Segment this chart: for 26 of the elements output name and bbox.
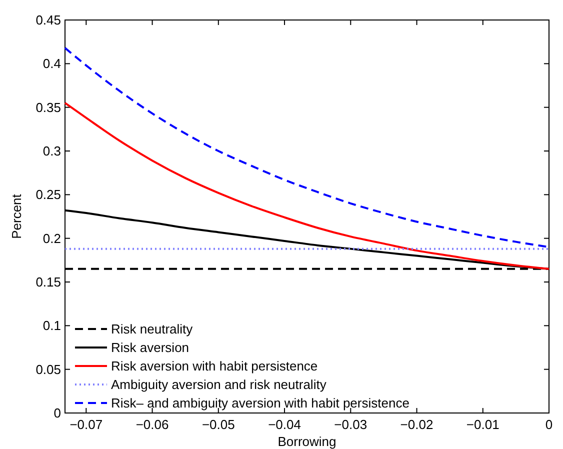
x-tick-label: −0.05 (202, 417, 235, 432)
y-tick-label: 0.15 (36, 274, 61, 290)
x-tick-label: −0.02 (400, 417, 434, 432)
y-tick-label: 0.3 (42, 144, 61, 158)
legend-label: Risk neutrality (111, 322, 194, 336)
x-tick-label: −0.01 (466, 417, 500, 432)
y-tick-label: 0.4 (42, 56, 61, 72)
y-tick-label: 0 (54, 406, 61, 420)
legend-label: Risk– and ambiguity aversion with habit persistence (111, 396, 410, 410)
legend-label: Risk aversion with habit persistence (111, 358, 318, 374)
x-tick-label: −0.07 (70, 417, 103, 432)
y-axis-title: Percent (9, 194, 24, 239)
legend-label: Ambiguity aversion and risk neutrality (111, 377, 327, 392)
x-tick-label: 0 (545, 417, 553, 432)
x-axis-title: Borrowing (278, 434, 336, 449)
y-tick-label: 0.45 (36, 12, 61, 28)
x-tick-label: −0.03 (334, 417, 368, 432)
y-tick-label: 0.2 (42, 230, 61, 246)
legend-label: Risk aversion (111, 340, 190, 355)
y-tick-label: 0.35 (36, 100, 61, 115)
y-tick-label: 0.1 (42, 318, 61, 334)
x-tick-label: −0.04 (268, 417, 301, 432)
line-series (64, 102, 550, 270)
y-tick-label: 0.05 (36, 362, 61, 377)
x-tick-label: −0.06 (136, 417, 169, 432)
y-tick-label: 0.25 (36, 187, 61, 202)
